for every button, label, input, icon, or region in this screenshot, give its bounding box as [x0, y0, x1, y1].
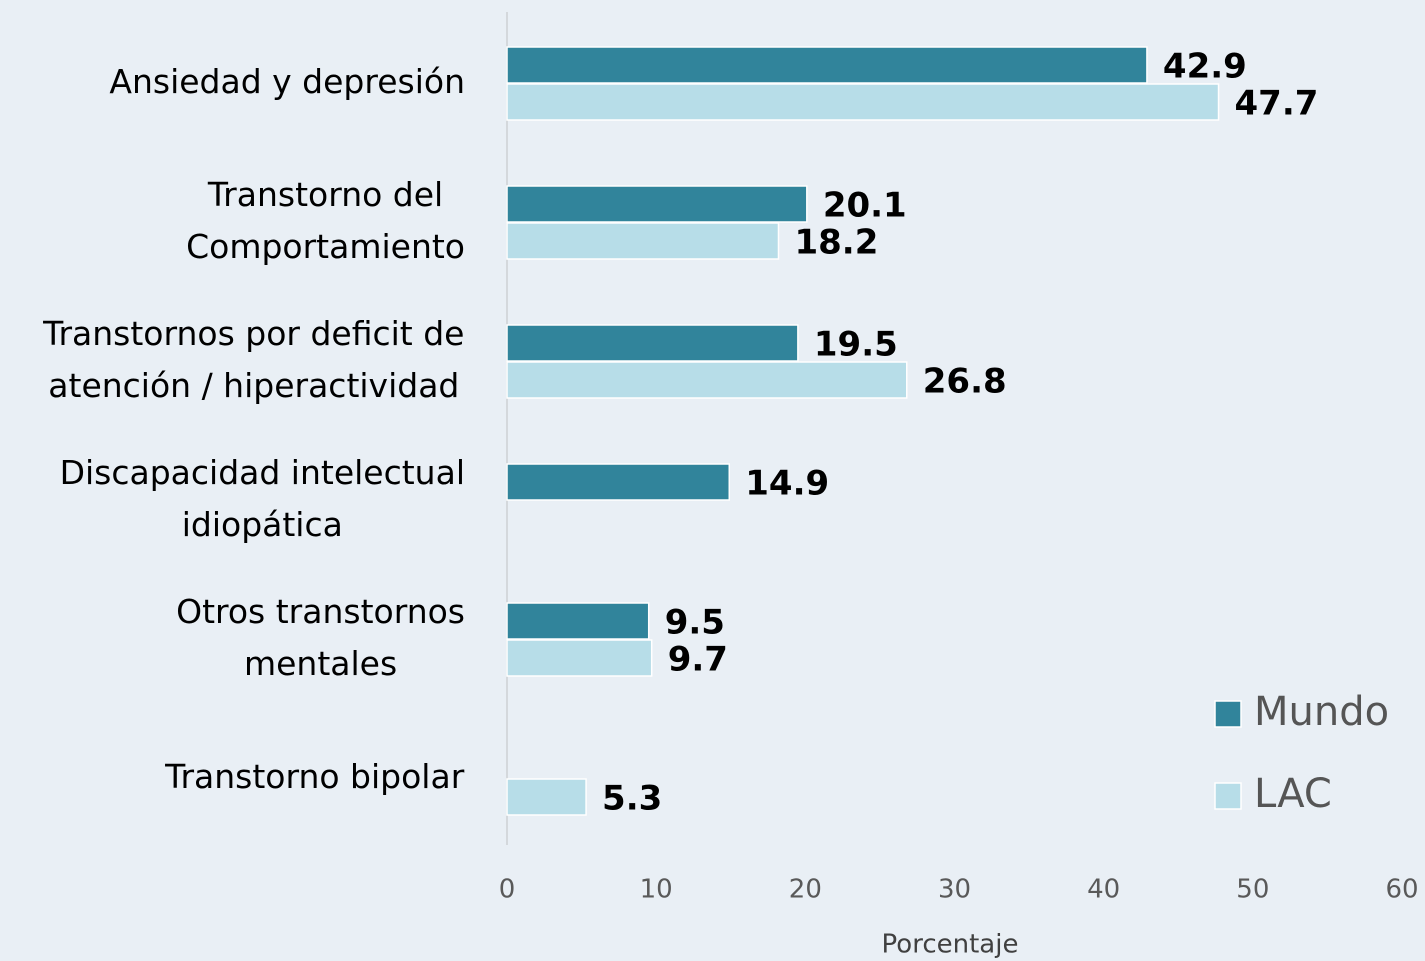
- data-label: 14.9: [745, 464, 829, 504]
- y-tick-label: Transtornos por deficit de atención / hip…: [42, 314, 464, 405]
- bar: [506, 83, 1220, 121]
- x-tick-label: 40: [1087, 875, 1120, 905]
- x-tick-label: 50: [1236, 875, 1269, 905]
- x-tick-label: 10: [640, 875, 673, 905]
- x-tick-label: 30: [938, 875, 971, 905]
- x-tick-label: 60: [1385, 875, 1418, 905]
- data-label: 5.3: [602, 779, 662, 819]
- x-tick-label: 20: [789, 875, 822, 905]
- legend-label: Mundo: [1254, 689, 1389, 735]
- bar: [506, 46, 1148, 84]
- data-label: 19.5: [814, 325, 898, 365]
- legend-swatch: [1214, 700, 1242, 728]
- data-label: 20.1: [823, 186, 907, 226]
- bar: [506, 222, 780, 260]
- legend-swatch: [1214, 782, 1242, 810]
- data-label: 26.8: [923, 362, 1007, 402]
- y-tick-label: Transtorno del Comportamiento: [186, 175, 465, 266]
- bar: [506, 185, 808, 223]
- data-label: 9.5: [665, 603, 725, 643]
- data-label: 18.2: [794, 223, 878, 263]
- y-tick-label: Otros transtornos mentales: [176, 592, 465, 683]
- bar: [506, 361, 908, 399]
- x-axis-title: Porcentaje: [882, 930, 1019, 960]
- y-tick-label: Transtorno bipolar: [164, 757, 465, 796]
- data-label: 9.7: [668, 640, 728, 680]
- bar: [506, 463, 731, 501]
- bar: [506, 324, 799, 362]
- bar: [506, 639, 653, 677]
- bar: [506, 778, 587, 816]
- bar: [506, 602, 650, 640]
- legend-label: LAC: [1254, 771, 1332, 817]
- data-label: 47.7: [1235, 84, 1319, 124]
- x-tick-label: 0: [499, 875, 516, 905]
- y-tick-label: Discapacidad intelectual idiopática: [60, 453, 465, 544]
- y-tick-label: Ansiedad y depresión: [109, 62, 465, 101]
- data-label: 42.9: [1163, 47, 1247, 87]
